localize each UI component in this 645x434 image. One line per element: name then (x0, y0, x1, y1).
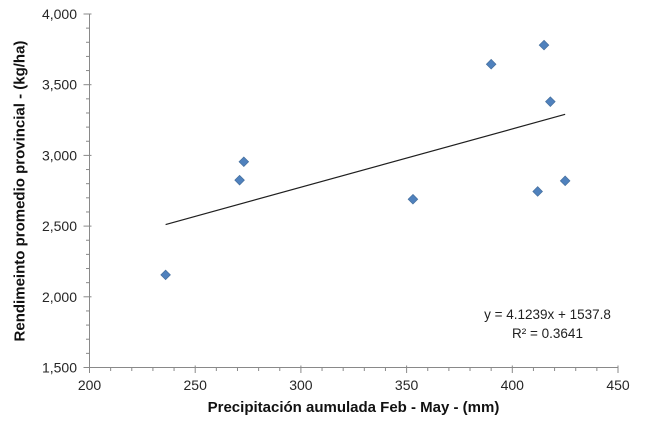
y-tick-label: 1,500 (42, 360, 77, 376)
x-tick-label: 450 (606, 377, 630, 393)
y-tick-label: 4,000 (42, 6, 77, 22)
x-axis-title: Precipitación aumulada Feb - May - (mm) (207, 399, 500, 416)
data-point-marker (532, 186, 543, 197)
y-tick-label: 3,000 (42, 147, 77, 163)
x-tick-label: 200 (78, 377, 102, 393)
x-tick-label: 400 (501, 377, 525, 393)
data-point-marker (545, 96, 556, 107)
x-tick-label: 250 (184, 377, 208, 393)
x-tick-label: 300 (289, 377, 313, 393)
data-point-marker (559, 175, 571, 187)
y-tick-label: 3,500 (42, 77, 77, 93)
y-axis-title: Rendimeinto promedio provincial - (kg/ha… (11, 40, 29, 342)
trendline-equation: y = 4.1239x + 1537.8 R² = 0.3641 (450, 305, 645, 343)
trendline-r-squared: R² = 0.3641 (512, 326, 583, 341)
data-point-marker (238, 156, 250, 168)
data-point-marker (160, 269, 171, 281)
trendline (165, 113, 566, 226)
trendline-equation-line: y = 4.1239x + 1537.8 (484, 307, 611, 322)
y-tick-label: 2,500 (42, 218, 77, 234)
y-tick-label: 2,000 (42, 289, 77, 305)
data-point-marker (407, 193, 419, 205)
data-point-marker (538, 39, 550, 51)
data-point-marker (234, 174, 245, 186)
x-tick-label: 350 (395, 377, 419, 393)
data-point-marker (485, 58, 497, 70)
